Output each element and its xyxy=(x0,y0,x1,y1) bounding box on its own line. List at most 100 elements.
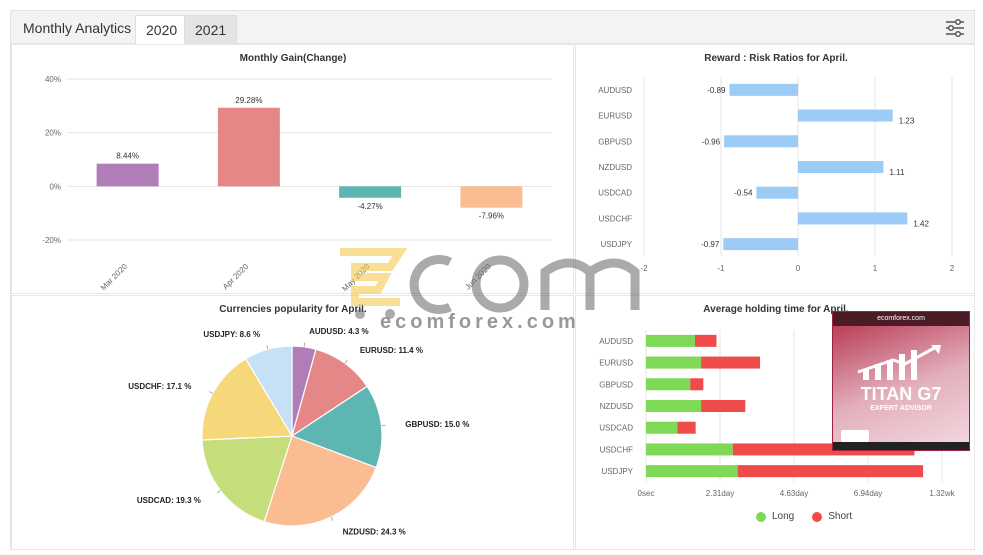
page-title: Monthly Analytics xyxy=(23,20,132,36)
data-label: 1.11 xyxy=(889,168,905,177)
chart-title: Reward : Risk Ratios for April. xyxy=(704,53,848,64)
monthly-gain-panel: Monthly Gain(Change) 40% 20% 0% -20% 8.44% Ma… xyxy=(11,44,574,294)
y-tick-label: NZDUSD xyxy=(599,163,633,172)
bar xyxy=(217,107,280,187)
bar xyxy=(798,161,884,173)
titan-g7-ad[interactable]: ecomforex.com TITAN G7 EXPERT ADVISOR xyxy=(832,311,970,451)
bar xyxy=(460,186,523,208)
ecom-logo-icon xyxy=(841,430,869,442)
legend-item-short[interactable]: Short xyxy=(812,511,852,522)
monthly-gain-chart: Monthly Gain(Change) 40% 20% 0% -20% 8.44% Ma… xyxy=(42,53,552,293)
x-tick-label: 0sec xyxy=(638,489,655,498)
data-label: 1.42 xyxy=(913,219,929,228)
x-tick-label: 1.32wk xyxy=(929,489,955,498)
bar-long xyxy=(646,421,678,434)
currency-popularity-chart: Currencies popularity for April. AUDUSD:… xyxy=(128,304,469,536)
bar xyxy=(756,186,798,199)
legend-item-long[interactable]: Long xyxy=(756,511,794,522)
chart-title: Currencies popularity for April. xyxy=(219,304,367,315)
legend-label-long: Long xyxy=(772,511,795,522)
reward-risk-panel: Reward : Risk Ratios for April. -2 -1 0 1 2 A… xyxy=(575,44,975,294)
growth-arrow-icon xyxy=(857,344,941,380)
pie-label: NZDUSD: 24.3 % xyxy=(343,527,406,536)
tab-2021[interactable]: 2021 xyxy=(184,15,238,44)
x-tick-label: Mar 2020 xyxy=(99,262,130,293)
short-dot-icon xyxy=(812,511,823,522)
bar-long xyxy=(646,443,733,456)
pie-label: GBPUSD: 15.0 % xyxy=(405,420,469,429)
y-tick-label: AUDUSD xyxy=(598,86,632,95)
data-label: -0.89 xyxy=(707,86,726,95)
long-dot-icon xyxy=(756,511,766,522)
pie-leader-line xyxy=(344,359,348,364)
y-tick-label: EURUSD xyxy=(599,359,633,368)
ad-brand: TITAN G7 xyxy=(860,384,942,404)
ad-subtitle: EXPERT ADVISOR xyxy=(870,405,932,412)
x-tick-label: 6.94day xyxy=(854,489,882,498)
y-tick-label: EURUSD xyxy=(598,112,632,121)
y-tick-label: GBPUSD xyxy=(599,380,633,389)
ad-footer xyxy=(833,442,969,450)
bar xyxy=(339,186,402,198)
bar-long xyxy=(646,356,702,369)
bar-long xyxy=(646,400,702,412)
pie-label: EURUSD: 11.4 % xyxy=(360,346,423,355)
y-tick-label: USDCHF xyxy=(600,445,633,454)
bar-short xyxy=(737,465,924,478)
currency-popularity-panel: Currencies popularity for April. AUDUSD:… xyxy=(11,295,574,550)
x-tick-label: Apr 2020 xyxy=(221,262,251,292)
x-tick-label: 2.31day xyxy=(706,489,734,498)
pie-slice xyxy=(290,385,383,469)
bar-short xyxy=(695,334,717,347)
x-tick-label: -2 xyxy=(640,264,648,273)
bar-short xyxy=(701,356,761,369)
y-tick-label: USDCAD xyxy=(598,189,632,198)
bar-short xyxy=(701,400,746,412)
data-label: -4.27% xyxy=(357,202,382,211)
ecom-watermark-logo xyxy=(330,232,660,332)
bar-long xyxy=(646,378,691,391)
data-label: -0.54 xyxy=(734,189,753,198)
ad-site-text: ecomforex.com xyxy=(833,312,969,326)
chart-title: Monthly Gain(Change) xyxy=(240,53,347,64)
y-tick-label: 40% xyxy=(45,75,61,84)
y-tick-label: AUDUSD xyxy=(599,337,633,346)
pie-slice xyxy=(201,357,294,441)
bar xyxy=(798,109,893,122)
pie-slice xyxy=(263,435,378,527)
data-label: 29.28% xyxy=(235,96,262,105)
bar xyxy=(798,212,908,225)
y-tick-label: NZDUSD xyxy=(600,402,634,411)
y-tick-label: USDCHF xyxy=(599,214,632,223)
pie-leader-line xyxy=(209,391,213,394)
chart-legend: Long Short xyxy=(756,511,852,522)
data-label: 1.23 xyxy=(899,117,915,126)
legend-label-short: Short xyxy=(828,511,853,522)
pie-label: USDJPY: 8.6 % xyxy=(203,330,260,339)
reward-risk-chart: Reward : Risk Ratios for April. -2 -1 0 1 2 A… xyxy=(598,53,955,273)
pie-leader-line xyxy=(266,345,269,350)
x-tick-label: 0 xyxy=(796,264,801,273)
y-tick-label: 0% xyxy=(49,182,61,191)
x-tick-label: -1 xyxy=(717,264,725,273)
pie-slice xyxy=(244,345,293,439)
y-tick-label: GBPUSD xyxy=(598,137,632,146)
data-label: 8.44% xyxy=(116,152,139,161)
bar xyxy=(724,135,798,148)
pie-leader-line xyxy=(216,490,221,494)
sliders-icon[interactable] xyxy=(944,17,966,39)
tab-2020[interactable]: 2020 xyxy=(135,15,189,44)
data-label: -0.96 xyxy=(702,137,721,146)
pie-label: AUDUSD: 4.3 % xyxy=(309,327,369,336)
data-label: -0.97 xyxy=(701,240,720,249)
y-tick-label: USDJPY xyxy=(600,240,632,249)
header-bar: Monthly Analytics 2020 2021 xyxy=(11,11,974,44)
bar-short xyxy=(677,421,696,434)
holding-time-chart: Average holding time for April. 0sec 2.31… xyxy=(599,304,955,498)
x-tick-label: 2 xyxy=(950,264,955,273)
watermark-text: ecomforex.com xyxy=(380,311,580,333)
pie-label: USDCAD: 19.3 % xyxy=(137,496,201,505)
pie-leader-line xyxy=(303,342,306,347)
bar xyxy=(96,163,159,187)
bar-long xyxy=(646,465,738,478)
